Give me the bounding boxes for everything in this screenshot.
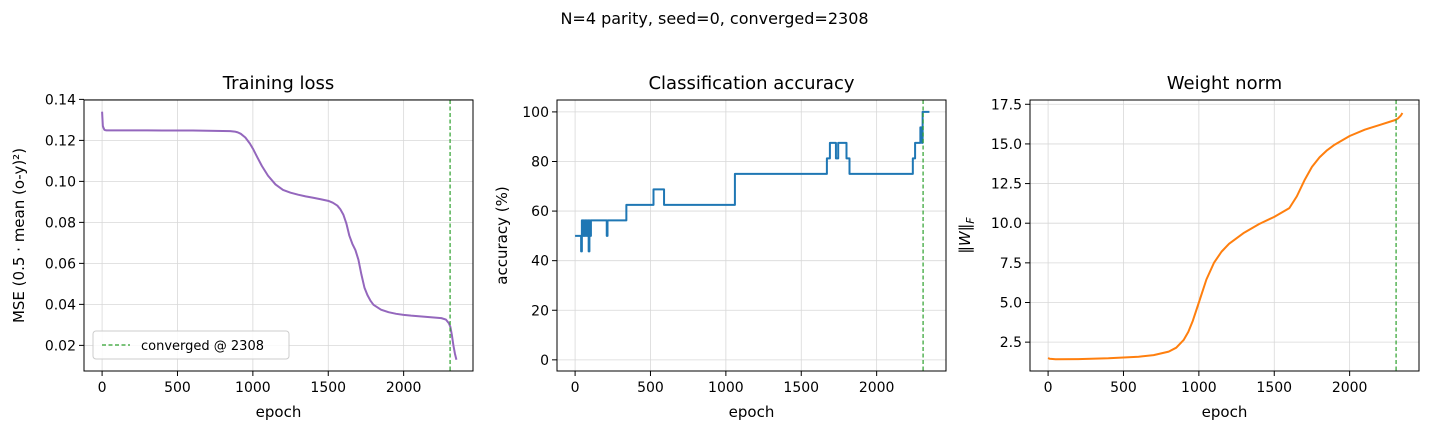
y-tick-label: 20 [531, 303, 549, 319]
y-tick-label: 0.14 [45, 92, 76, 108]
panel-title: Weight norm [1167, 73, 1282, 94]
y-tick-label: 80 [531, 154, 549, 170]
figure-title: N=4 parity, seed=0, converged=2308 [560, 9, 869, 28]
x-tick-label: 0 [98, 380, 107, 396]
y-tick-label: 0.06 [45, 256, 76, 272]
series-line-1 [575, 110, 930, 253]
y-tick-label: 12.5 [991, 177, 1022, 193]
x-axis-label: epoch [256, 403, 302, 421]
legend-box [92, 330, 290, 360]
y-tick-label: 40 [531, 254, 549, 270]
x-tick-label: 1000 [235, 380, 271, 396]
y-axis-label: MSE (0.5 · mean (o-y)²) [10, 148, 28, 323]
y-tick-label: 0.08 [45, 215, 76, 231]
x-tick-label: 2000 [386, 380, 422, 396]
axes-frame [1029, 99, 1420, 372]
x-tick-label: 500 [1110, 380, 1137, 396]
y-tick-label: 2.5 [1000, 335, 1022, 351]
x-tick-label: 1500 [783, 380, 819, 396]
chart-panel-2: 0 500 1000 1500 2000 0 20 40 60 80 100 Classificati… [493, 73, 947, 421]
y-tick-label: 60 [531, 204, 549, 220]
x-tick-label: 500 [164, 380, 191, 396]
y-tick-label: 10.0 [991, 216, 1022, 232]
y-tick-label: 17.5 [991, 97, 1022, 113]
y-tick-label: 0.02 [45, 338, 76, 354]
legend-entry-label: converged @ 2308 [141, 339, 264, 354]
x-tick-label: 0 [571, 380, 580, 396]
y-tick-label: 5.0 [1000, 295, 1022, 311]
x-tick-label: 2000 [1332, 380, 1368, 396]
y-tick-label: 0.10 [45, 174, 76, 190]
x-tick-label: 1000 [708, 380, 744, 396]
y-tick-label: 100 [522, 105, 549, 121]
x-tick-label: 1500 [1256, 380, 1292, 396]
axes-frame [83, 99, 474, 372]
chart-panel-1: 0 500 1000 1500 2000 0.02 0.04 0.06 0.08 0.10 0.12… [10, 73, 474, 421]
chart-panel-3: 0 500 1000 1500 2000 2.5 5.0 7.5 10.0 12.5 15.0 17.… [956, 73, 1420, 421]
x-tick-label: 1000 [1181, 380, 1217, 396]
x-tick-label: 2000 [859, 380, 895, 396]
x-axis-label: epoch [1202, 403, 1248, 421]
x-tick-label: 0 [1044, 380, 1053, 396]
y-tick-label: 0.04 [45, 297, 76, 313]
y-tick-label: 15.0 [991, 137, 1022, 153]
series-line-1 [1047, 112, 1404, 361]
x-tick-label: 1500 [310, 380, 346, 396]
y-axis-label: accuracy (%) [493, 186, 511, 284]
panel-title: Training loss [222, 73, 335, 94]
axes-frame [556, 99, 947, 372]
x-axis-label: epoch [729, 403, 775, 421]
y-tick-label: 0.12 [45, 133, 76, 149]
y-tick-label: 0 [540, 353, 549, 369]
y-axis-label: ‖W‖F [956, 217, 977, 254]
series-line-1 [101, 111, 458, 360]
y-tick-label: 7.5 [1000, 256, 1022, 272]
x-tick-label: 500 [637, 380, 664, 396]
panel-title: Classification accuracy [648, 73, 854, 94]
